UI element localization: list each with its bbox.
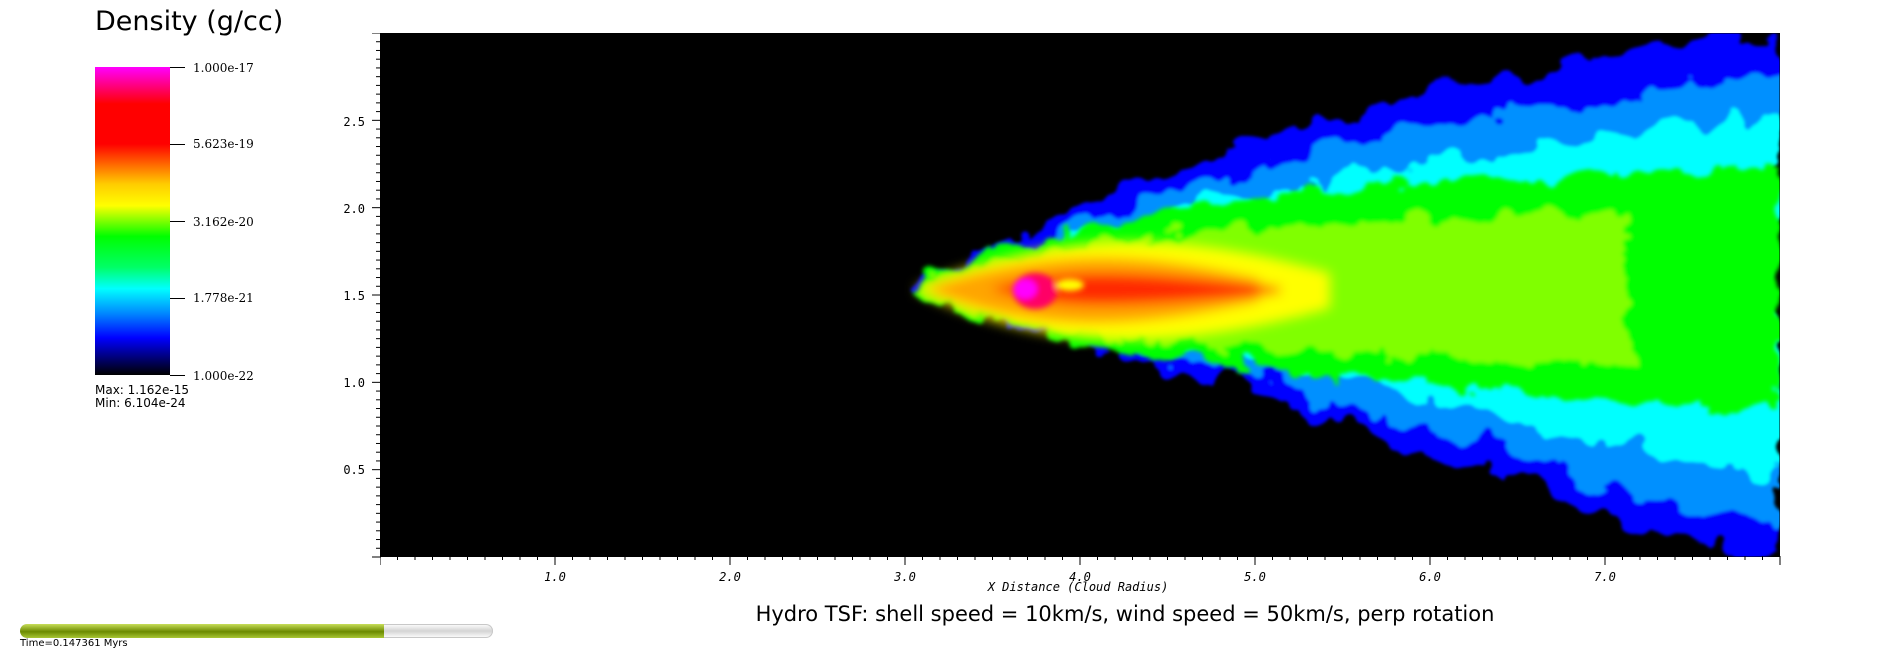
x-tick-label: 1.0 [544, 570, 566, 584]
x-tick-label: 7.0 [1594, 570, 1616, 584]
plot-title: Hydro TSF: shell speed = 10km/s, wind sp… [755, 602, 1495, 626]
colorbar-tick [170, 298, 185, 299]
y-tick-label: 1.0 [343, 376, 365, 390]
y-tick-label: 2.5 [343, 115, 365, 129]
time-progress-bar [20, 624, 493, 638]
time-progress-fill [20, 624, 385, 638]
y-tick-label: 2.0 [343, 202, 365, 216]
colorbar-label: 1.000e-22 [193, 369, 254, 383]
legend-title: Density (g/cc) [95, 6, 284, 37]
x-tick-label: 2.0 [719, 570, 741, 584]
time-label: Time=0.147361 Myrs [20, 638, 128, 649]
x-tick-label: 5.0 [1244, 570, 1266, 584]
colorbar-tick [170, 67, 185, 68]
density-plot [380, 33, 1780, 557]
x-tick-label: 3.0 [894, 570, 916, 584]
min-value: Min: 6.104e-24 [95, 396, 186, 410]
colorbar-label: 5.623e-19 [193, 137, 254, 151]
x-axis [380, 556, 1781, 565]
y-tick-label: 0.5 [343, 463, 365, 477]
x-tick-label: 6.0 [1419, 570, 1441, 584]
max-value: Max: 1.162e-15 [95, 383, 190, 397]
colorbar [95, 67, 170, 375]
colorbar-tick [170, 144, 185, 145]
colorbar-label: 1.778e-21 [193, 291, 254, 305]
y-axis [372, 33, 381, 558]
colorbar-tick [170, 221, 185, 222]
colorbar-label: 1.000e-17 [193, 61, 254, 75]
cloud-core [1013, 273, 1084, 309]
colorbar-label: 3.162e-20 [193, 215, 254, 229]
y-tick-label: 1.5 [343, 289, 365, 303]
x-axis-label: X Distance (Cloud Radius) [987, 580, 1169, 594]
x-tick-label: 4.0 [1069, 570, 1091, 584]
colorbar-tick [170, 375, 185, 376]
